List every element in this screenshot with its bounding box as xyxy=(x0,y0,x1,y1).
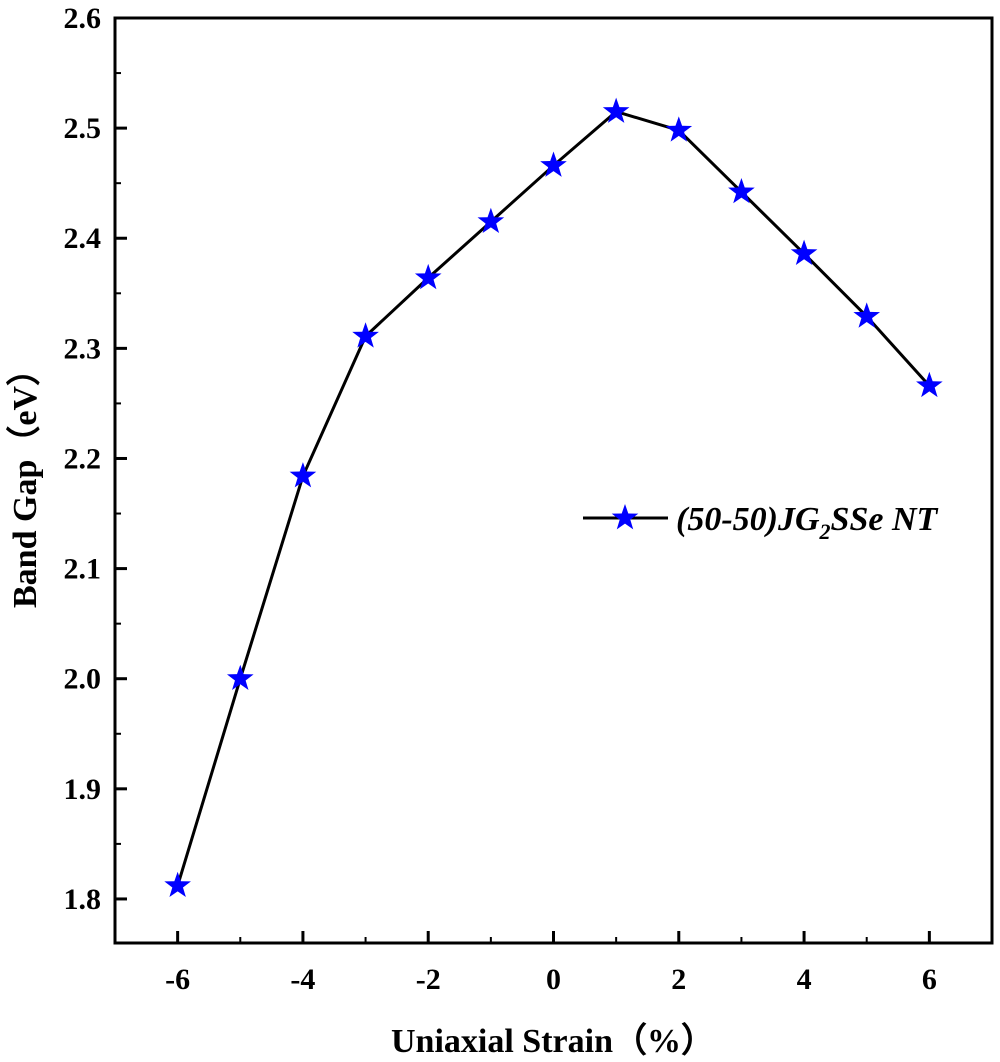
x-axis-title: Uniaxial Strain（%） xyxy=(391,1021,715,1060)
x-tick-label: 6 xyxy=(922,963,937,996)
legend-label-suffix: SSe NT xyxy=(831,501,939,538)
x-tick-label: -6 xyxy=(165,963,190,996)
y-axis-ticks: 1.8 1.9 2.0 2.1 2.2 2.3 2.4 2.5 2.6 xyxy=(64,2,127,916)
legend: (50-50)JG2SSe NT xyxy=(583,501,938,544)
x-tick-label: -4 xyxy=(290,963,315,996)
y-tick-label: 1.9 xyxy=(64,773,102,806)
series-layer xyxy=(164,97,943,898)
legend-label-prefix: (50-50)JG xyxy=(676,501,820,538)
data-point-star xyxy=(164,871,191,898)
data-point-star xyxy=(414,263,442,290)
y-tick-label: 1.8 xyxy=(64,883,102,916)
y-tick-label: 2.6 xyxy=(64,2,102,35)
data-point-star xyxy=(853,302,881,328)
y-tick-label: 2.4 xyxy=(64,222,102,255)
y-tick-label: 2.2 xyxy=(64,442,102,475)
series-line xyxy=(176,110,931,887)
data-point-star xyxy=(665,116,693,142)
data-point-star xyxy=(226,664,254,691)
x-tick-label: 2 xyxy=(671,963,686,996)
data-point-star xyxy=(352,322,379,348)
x-tick-label: 4 xyxy=(797,963,812,996)
y-tick-label: 2.3 xyxy=(64,332,102,365)
x-tick-label: -2 xyxy=(416,963,441,996)
y-tick-label: 2.0 xyxy=(64,663,102,696)
x-tick-label: 0 xyxy=(546,963,561,996)
data-point-star xyxy=(916,371,943,398)
legend-star-marker xyxy=(611,504,639,530)
y-tick-label: 2.5 xyxy=(64,112,102,145)
data-point-star xyxy=(602,97,630,123)
data-point-star xyxy=(790,239,818,265)
y-tick-label: 2.1 xyxy=(64,553,102,586)
data-point-star xyxy=(477,207,505,234)
data-point-star xyxy=(540,151,567,177)
y-axis-title: Band Gap（eV） xyxy=(5,352,44,608)
x-axis-ticks: -6 -4 -2 0 2 4 6 xyxy=(114,931,993,996)
legend-label: (50-50)JG2SSe NT xyxy=(676,501,938,544)
legend-label-subscript: 2 xyxy=(819,519,831,544)
data-point-star xyxy=(289,462,317,488)
data-point-star xyxy=(728,177,755,204)
